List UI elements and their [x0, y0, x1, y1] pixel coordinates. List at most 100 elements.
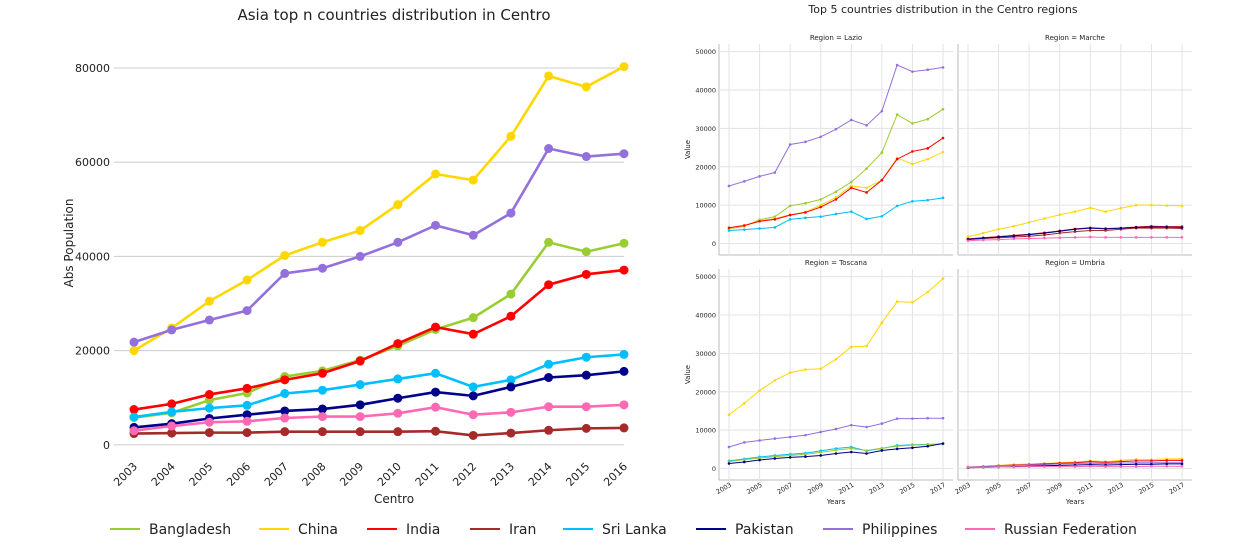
legend-label: China [298, 522, 338, 538]
facet-point-pakistan-2011 [1088, 226, 1092, 230]
facet-point-china-2007 [1027, 221, 1031, 224]
main-point-russian-federation-2009 [355, 412, 365, 422]
main-x-ticks: 2003 2004 2005 2006 2007 2008 2009 2010 2011 2012… [111, 460, 630, 489]
facet-point-philippines-2014 [895, 417, 899, 420]
facet-y-tick-label-0: 0 [712, 465, 716, 473]
main-point-china-2013 [506, 131, 516, 141]
main-point-philippines-2014 [544, 144, 554, 154]
main-point-sri-lanka-2013 [506, 375, 516, 385]
facet-point-russian-federation-2017 [1180, 464, 1184, 468]
main-point-pakistan-2009 [355, 400, 365, 410]
facet-point-sri-lanka-2017 [941, 196, 945, 200]
facet-point-pakistan-2017 [941, 442, 945, 445]
main-y-ticks: 0 20000 40000 60000 80000 [75, 62, 110, 452]
main-point-pakistan-2015 [581, 370, 591, 380]
facet-point-philippines-2004 [742, 441, 746, 444]
facet-line-philippines [728, 64, 944, 187]
facet-point-india-2012 [865, 191, 868, 194]
facet-y-tick-label-20000: 20000 [695, 163, 716, 171]
facet-point-philippines-2014 [895, 63, 899, 67]
main-point-china-2005 [204, 296, 214, 306]
facet-x-tick-label-2003: 2003 [715, 481, 733, 496]
main-point-iran-2005 [204, 428, 214, 438]
legend-label: Sri Lanka [602, 522, 667, 538]
main-y-tick-label-20000: 20000 [75, 345, 110, 358]
facet-point-pakistan-2014 [1134, 226, 1138, 229]
facet-point-philippines-2007 [788, 435, 792, 439]
facet-point-china-2009 [1058, 213, 1062, 217]
facet-point-philippines-2005 [758, 175, 761, 178]
facet-point-sri-lanka-2016 [926, 198, 930, 202]
facet-y-tick-label-0: 0 [712, 240, 716, 248]
facet-point-pakistan-2017 [1180, 462, 1184, 466]
main-point-philippines-2006 [242, 306, 252, 316]
facet-point-china-2008 [804, 368, 807, 371]
facet-point-bangladesh-2007 [788, 454, 792, 457]
facet-y-tick-label-50000: 50000 [695, 48, 716, 56]
facet-point-russian-federation-2008 [1043, 236, 1046, 240]
facet-y-tick-label-10000: 10000 [695, 427, 716, 435]
facet-point-sri-lanka-2011 [849, 210, 853, 213]
facet-point-bangladesh-2013 [880, 446, 884, 450]
main-point-pakistan-2013 [506, 382, 516, 392]
main-series-russian-federation [129, 400, 629, 436]
facet-point-pakistan-2005 [758, 458, 761, 462]
main-point-china-2007 [280, 250, 290, 260]
facet-point-russian-federation-2004 [981, 238, 985, 242]
facet-point-bangladesh-2012 [865, 449, 868, 452]
main-point-china-2011 [431, 169, 441, 179]
facet-point-philippines-2010 [834, 427, 838, 431]
facet-point-china-2012 [1104, 210, 1107, 213]
facet-point-russian-federation-2005 [997, 238, 1000, 241]
main-series-sri-lanka [129, 349, 629, 422]
main-point-philippines-2012 [468, 230, 478, 240]
facet-point-pakistan-2007 [788, 456, 792, 459]
main-point-sri-lanka-2003 [129, 412, 139, 422]
facet-point-india-2003 [727, 226, 731, 230]
facet-point-philippines-2003 [727, 445, 731, 449]
main-point-russian-federation-2008 [317, 412, 327, 422]
main-point-china-2014 [544, 71, 554, 81]
facet-x-tick-label-2017: 2017 [1168, 481, 1186, 496]
main-point-philippines-2003 [129, 337, 139, 347]
facet-point-philippines-2015 [911, 70, 914, 73]
main-y-tick-label-80000: 80000 [75, 62, 110, 75]
facet-point-sri-lanka-2012 [865, 217, 868, 221]
main-point-india-2011 [431, 322, 441, 332]
main-y-tick-label-0: 0 [103, 439, 110, 452]
facet-point-india-2017 [941, 136, 945, 140]
facet-point-india-2013 [880, 178, 884, 182]
main-x-tick-label-2010: 2010 [375, 460, 404, 489]
facet-point-china-2004 [981, 231, 985, 235]
facet-chart-title: Top 5 countries distribution in the Cent… [807, 3, 1077, 16]
main-point-russian-federation-2014 [544, 402, 554, 412]
facet-y-axis-label: Value [684, 365, 692, 384]
facet-point-china-2010 [1073, 210, 1077, 213]
facet-point-india-2015 [911, 150, 914, 153]
facet-series-russian-federation [966, 235, 1184, 243]
facet-point-pakistan-2014 [1134, 462, 1138, 466]
facet-point-india-2008 [804, 211, 807, 214]
main-point-pakistan-2006 [242, 410, 252, 420]
facet-point-india-2014 [895, 157, 899, 161]
facet-point-pakistan-2016 [926, 444, 930, 448]
facet-point-philippines-2008 [804, 140, 807, 144]
facet-point-philippines-2010 [834, 127, 838, 131]
facet-point-china-2014 [895, 300, 899, 303]
main-point-pakistan-2012 [468, 391, 478, 401]
legend-item-bangladesh: Bangladesh [110, 522, 231, 538]
facet-series-russian-federation [966, 464, 1184, 469]
facet-panels: Region = Lazio 0 10000 20000 30000 40000 50000… [684, 34, 1192, 506]
facet-point-india-2016 [926, 147, 930, 150]
main-point-sri-lanka-2009 [355, 380, 365, 390]
facet-point-china-2011 [1088, 206, 1092, 210]
main-x-tick-label-2013: 2013 [488, 460, 517, 489]
facet-x-axis-label: Years [1065, 498, 1085, 506]
facet-point-china-2014 [1134, 203, 1138, 207]
main-point-india-2014 [544, 280, 554, 290]
facet-point-china-2006 [773, 378, 777, 382]
facet-line-china [728, 151, 944, 230]
facet-point-bangladesh-2010 [834, 190, 838, 193]
main-point-sri-lanka-2011 [431, 368, 441, 378]
main-point-russian-federation-2010 [393, 408, 403, 418]
